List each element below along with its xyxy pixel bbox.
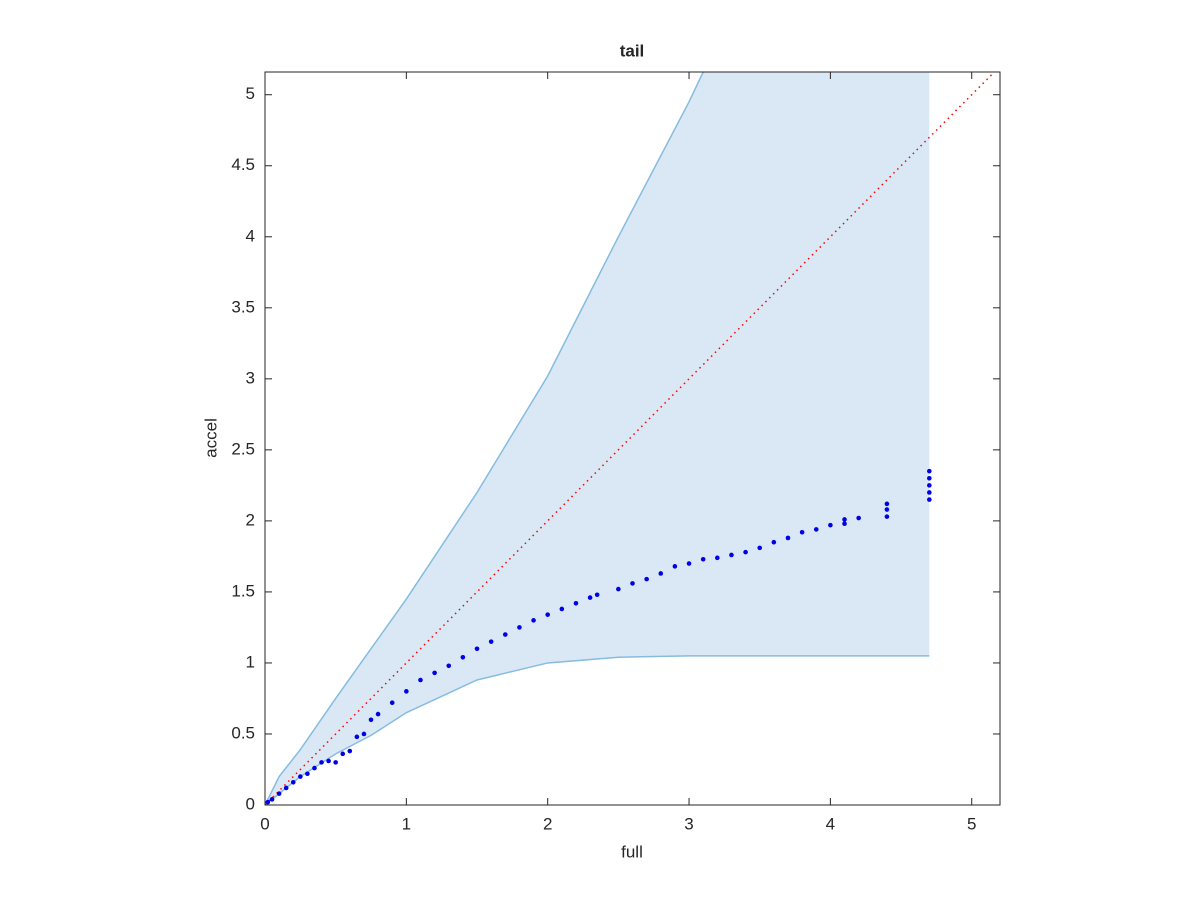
- point: [326, 758, 331, 764]
- point: [446, 663, 452, 669]
- point: [715, 555, 720, 561]
- y-tick-label: 0: [246, 794, 255, 813]
- point: [757, 545, 763, 551]
- point: [700, 556, 706, 562]
- band-upper: [265, 72, 705, 805]
- point: [785, 535, 791, 541]
- point: [729, 552, 734, 558]
- point: [340, 751, 346, 757]
- y-tick-label: 4: [246, 226, 255, 245]
- point: [856, 515, 861, 521]
- point: [368, 717, 374, 723]
- axes-box: [264, 71, 1001, 806]
- point: [771, 539, 777, 545]
- x-tick-label: 4: [826, 814, 835, 833]
- point: [418, 677, 423, 683]
- point: [743, 549, 748, 555]
- y-tick-label: 1.5: [231, 581, 255, 600]
- point: [276, 791, 282, 796]
- point: [290, 779, 296, 785]
- point: [884, 514, 890, 519]
- x-axis-label: full: [621, 842, 643, 861]
- y-tick-label: 1: [246, 652, 255, 671]
- point: [347, 748, 353, 754]
- x-tick-label: 0: [260, 814, 269, 833]
- point: [305, 771, 310, 777]
- point: [927, 497, 932, 502]
- y-tick-label: 0.5: [231, 723, 255, 742]
- point: [333, 760, 338, 765]
- point: [389, 700, 395, 706]
- point: [502, 632, 508, 637]
- point: [884, 501, 890, 507]
- x-tick-label: 2: [543, 814, 552, 833]
- plot-area: [265, 72, 996, 805]
- chart-title: tail: [620, 41, 645, 60]
- point: [531, 618, 536, 623]
- y-tick-label: 5: [246, 84, 255, 103]
- y-tick-label: 2: [246, 510, 255, 529]
- point: [927, 468, 932, 474]
- point: [644, 576, 649, 582]
- point: [587, 595, 593, 600]
- point: [312, 765, 317, 771]
- y-tick-label: 3: [246, 368, 255, 387]
- point: [884, 507, 890, 512]
- point: [269, 797, 275, 802]
- point: [799, 529, 805, 535]
- y-tick-label: 2.5: [231, 439, 255, 458]
- point: [298, 774, 303, 779]
- point: [375, 711, 381, 717]
- band-area: [265, 72, 930, 805]
- point: [283, 785, 289, 791]
- y-tick-label: 4.5: [231, 155, 255, 174]
- point: [474, 646, 480, 652]
- point: [432, 670, 437, 676]
- x-tick-label: 1: [402, 814, 411, 833]
- point: [573, 600, 579, 606]
- point: [927, 490, 932, 495]
- point: [658, 571, 664, 576]
- point: [265, 799, 271, 805]
- point: [927, 475, 932, 481]
- point: [842, 521, 847, 527]
- point: [828, 522, 833, 528]
- point: [488, 639, 494, 644]
- point: [354, 734, 360, 740]
- point: [927, 483, 932, 488]
- band-lower: [265, 655, 930, 805]
- y-tick-label: 3.5: [231, 297, 255, 316]
- point: [361, 731, 367, 737]
- x-tick-label: 3: [684, 814, 693, 833]
- point: [630, 581, 635, 586]
- x-tick-label: 5: [967, 814, 976, 833]
- point: [842, 517, 847, 522]
- point: [686, 561, 692, 566]
- point: [319, 760, 324, 765]
- point: [813, 527, 819, 532]
- y-axis-label: accel: [201, 418, 220, 458]
- point: [404, 689, 409, 694]
- point: [460, 654, 466, 660]
- point: [517, 625, 522, 630]
- point: [616, 586, 621, 592]
- point: [559, 606, 565, 612]
- point: [545, 612, 550, 617]
- point: [672, 564, 678, 569]
- point: [594, 592, 600, 598]
